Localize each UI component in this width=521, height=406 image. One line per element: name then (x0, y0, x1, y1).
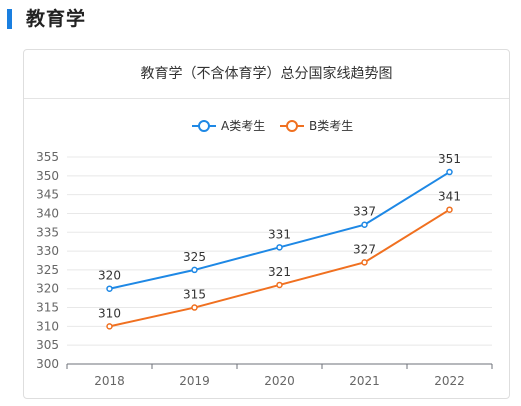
data-label: 310 (98, 306, 121, 320)
data-label: 325 (183, 250, 206, 264)
x-tick-label: 2019 (179, 374, 210, 388)
data-point[interactable] (276, 244, 283, 251)
y-tick-label: 340 (36, 206, 59, 220)
y-tick-label: 335 (36, 225, 59, 239)
x-tick-label: 2018 (94, 374, 125, 388)
y-tick-label: 355 (36, 150, 59, 164)
y-tick-label: 310 (36, 319, 59, 333)
section-title: 教育学 (26, 8, 87, 30)
y-tick-label: 305 (36, 338, 59, 352)
legend-label[interactable]: A类考生 (221, 119, 265, 133)
data-point[interactable] (106, 285, 113, 292)
data-label: 321 (268, 265, 291, 279)
section-header: 教育学 (0, 0, 521, 40)
data-point[interactable] (106, 323, 113, 330)
y-tick-label: 330 (36, 244, 59, 258)
legend-label[interactable]: B类考生 (309, 119, 353, 133)
data-label: 315 (183, 288, 206, 302)
data-label: 327 (353, 242, 376, 256)
chart-title: 教育学（不含体育学）总分国家线趋势图 (24, 50, 509, 99)
chart-card: 教育学（不含体育学）总分国家线趋势图 300 305 310 315 320 325 330… (23, 49, 510, 399)
y-tick-label: 325 (36, 263, 59, 277)
line-chart: 300 305 310 315 320 325 330 335 340 345 350 355 2018… (36, 119, 493, 388)
x-tick-label: 2020 (264, 374, 295, 388)
section-accent-bar (7, 9, 12, 29)
x-tick-label: 2021 (349, 374, 380, 388)
y-tick-label: 350 (36, 169, 59, 183)
data-point[interactable] (361, 259, 368, 266)
data-point[interactable] (191, 266, 198, 274)
data-point[interactable] (276, 281, 283, 289)
legend-swatch-marker[interactable] (286, 120, 298, 132)
data-label: 351 (438, 152, 461, 166)
y-tick-label: 300 (36, 357, 59, 371)
y-tick-label: 345 (36, 188, 59, 202)
data-point[interactable] (361, 221, 368, 228)
data-label: 341 (438, 190, 461, 204)
data-label: 320 (98, 269, 121, 283)
data-point[interactable] (446, 168, 453, 176)
data-label: 337 (353, 205, 376, 219)
y-tick-label: 315 (36, 301, 59, 315)
data-point[interactable] (191, 304, 198, 311)
data-label: 331 (268, 227, 291, 241)
legend-swatch-marker[interactable] (198, 120, 210, 132)
x-tick-label: 2022 (434, 374, 465, 388)
data-point[interactable] (446, 206, 453, 213)
y-tick-label: 320 (36, 282, 59, 296)
